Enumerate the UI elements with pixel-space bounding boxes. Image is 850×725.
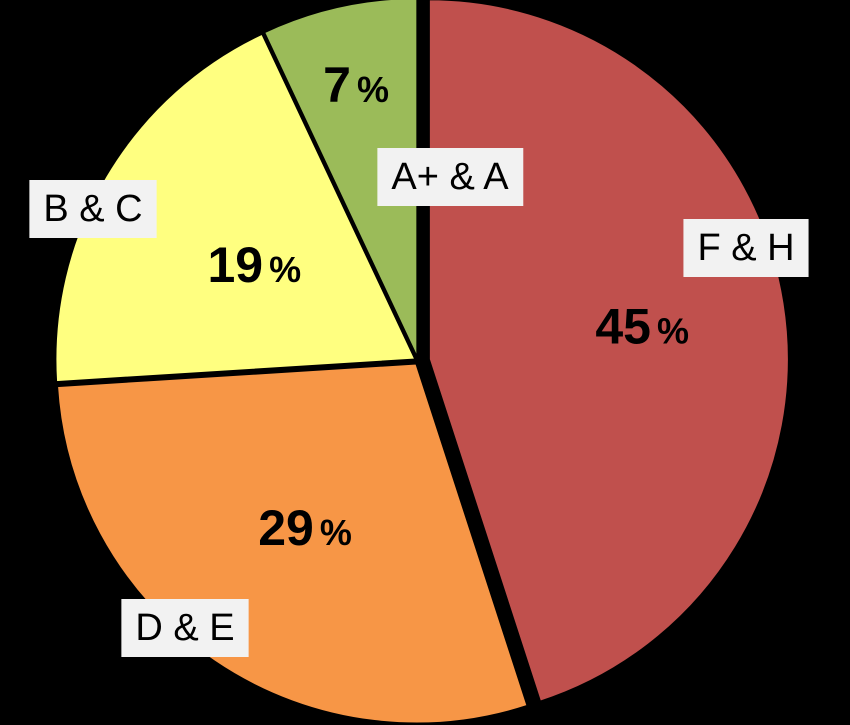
category-label-b-and-c: B & C	[29, 180, 157, 238]
category-label-box	[683, 219, 809, 277]
category-label-box	[121, 599, 249, 657]
pie-slice-a-plus-and-a	[262, 0, 419, 359]
pie-value-label-f-and-h: 45%	[595, 298, 689, 354]
pie-value-label-a-plus-and-a: 7%	[323, 57, 389, 113]
pie-value-label-b-and-c: 19%	[207, 237, 301, 293]
category-label-a-plus-and-a: A+ & A	[377, 148, 524, 206]
pie-slice-b-and-c	[54, 32, 417, 384]
category-label-text: B & C	[43, 188, 142, 230]
pie-value-label-d-and-e: 29%	[258, 500, 352, 556]
category-label-text: D & E	[135, 607, 234, 649]
category-label-f-and-h: F & H	[683, 219, 809, 277]
category-label-text: F & H	[697, 227, 794, 269]
category-label-text: A+ & A	[391, 156, 509, 198]
category-label-box	[29, 180, 157, 238]
pie-slice-d-and-e	[55, 362, 529, 725]
labels-layer: 45 % 29 % 19 % 7 % F & H D & E B & C A+ & A	[29, 57, 809, 657]
category-label-box	[377, 148, 524, 206]
category-label-d-and-e: D & E	[121, 599, 249, 657]
